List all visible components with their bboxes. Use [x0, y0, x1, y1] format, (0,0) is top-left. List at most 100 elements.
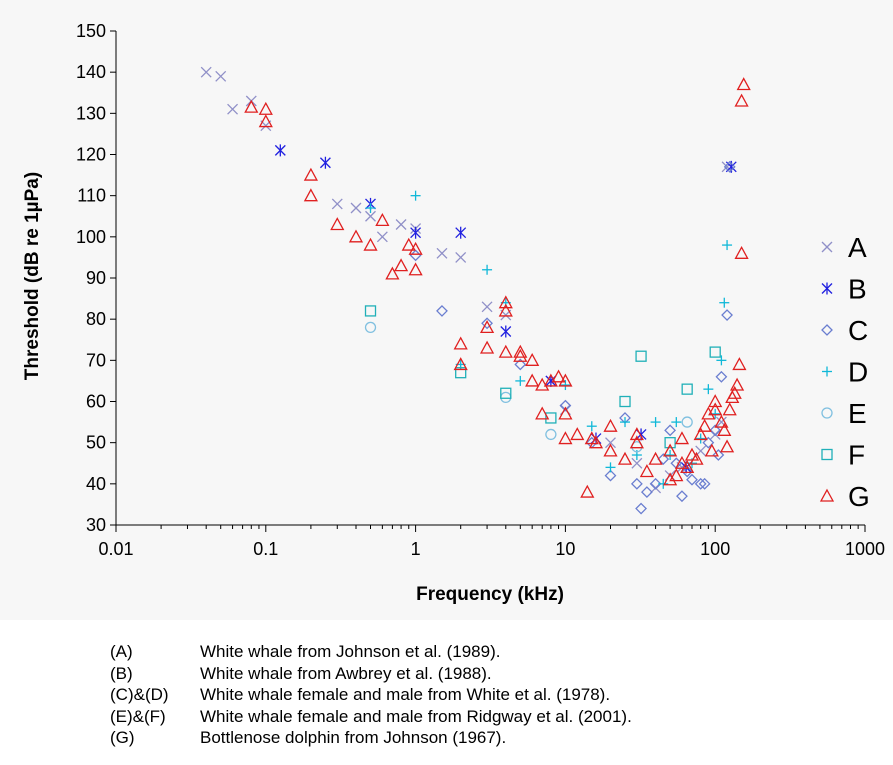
data-point [697, 418, 712, 432]
data-point [319, 156, 331, 169]
data-point [436, 247, 448, 259]
data-point [395, 219, 407, 230]
caption-row-g: (G) Bottlenose dolphin from Johnson (1967… [110, 727, 632, 749]
caption-text: White whale female and male from Ridgway… [200, 706, 632, 726]
data-point [657, 453, 670, 466]
y-tick-label: 120 [76, 145, 106, 165]
data-point [363, 237, 378, 251]
caption-text: Bottlenose dolphin from Johnson (1967). [200, 728, 507, 747]
caption-text: White whale female and male from White e… [200, 685, 611, 704]
data-point [729, 377, 745, 391]
data-point [570, 427, 585, 441]
data-point [640, 486, 653, 498]
data-point [498, 295, 513, 309]
caption-row-a: (A) White whale from Johnson et al. (1989… [110, 641, 632, 663]
data-point [525, 373, 540, 387]
data-point [732, 357, 747, 371]
caption-label: (E)&(F) [110, 706, 166, 726]
data-point [258, 101, 273, 115]
data-point [703, 384, 714, 395]
y-tick-label: 30 [86, 515, 106, 535]
data-point [330, 217, 345, 231]
data-point [648, 451, 663, 465]
data-point [701, 406, 716, 420]
x-tick-label: 1 [411, 539, 421, 559]
data-point [551, 369, 566, 383]
data-point [498, 303, 513, 317]
data-point [681, 383, 693, 395]
data-point [603, 443, 618, 457]
legend-label: G [848, 481, 870, 512]
data-point [635, 350, 647, 362]
data-point [664, 437, 676, 449]
data-point [702, 436, 715, 449]
caption-row-b: (B) White whale from Awbrey et al. (1988)… [110, 663, 632, 685]
data-point [719, 297, 730, 308]
data-point [525, 352, 540, 366]
data-point [694, 477, 707, 490]
data-point [639, 464, 654, 478]
data-point [630, 477, 643, 490]
y-axis-title: Threshold (dB re 1µPa) [22, 172, 43, 380]
data-point [727, 385, 742, 399]
legend-label: E [848, 398, 867, 429]
caption: (A) White whale from Johnson et al. (1989… [110, 641, 632, 749]
y-tick-label: 70 [86, 350, 106, 370]
data-point [663, 443, 678, 457]
data-point [734, 93, 749, 107]
y-tick-label: 40 [86, 474, 106, 494]
data-point [663, 472, 678, 486]
data-point [401, 237, 416, 251]
data-point [674, 431, 690, 445]
data-point [722, 402, 737, 416]
caption-label: (C)&(D) [110, 685, 169, 704]
x-axis-title: Frequency (kHz) [416, 584, 564, 605]
data-point [500, 391, 512, 404]
data-point [680, 460, 695, 474]
data-point [455, 226, 467, 239]
data-point [408, 241, 423, 255]
data-point [375, 213, 390, 227]
data-point [500, 387, 512, 399]
data-point [481, 301, 493, 313]
y-tick-label: 80 [86, 309, 106, 329]
data-point [620, 417, 631, 428]
x-tick-label: 1000 [845, 539, 885, 559]
caption-label: (A) [110, 642, 133, 661]
data-point [712, 449, 725, 461]
y-tick-label: 100 [76, 227, 106, 247]
data-point [619, 395, 631, 408]
data-point [274, 144, 286, 157]
data-point [365, 210, 376, 222]
data-point [200, 66, 212, 78]
data-point [629, 427, 644, 441]
data-point [513, 348, 528, 362]
data-point [681, 465, 694, 478]
data-point [365, 203, 376, 214]
y-tick-label: 90 [86, 268, 106, 288]
data-point [695, 433, 706, 444]
data-point [560, 380, 571, 391]
data-point [244, 99, 259, 113]
data-point [736, 77, 751, 91]
data-point [635, 502, 647, 515]
data-point [676, 490, 688, 503]
data-point [605, 437, 616, 449]
x-tick-label: 0.01 [98, 539, 133, 559]
data-point [821, 241, 833, 253]
data-point [364, 321, 377, 334]
data-point [650, 417, 661, 428]
data-point [734, 245, 749, 259]
y-tick-label: 50 [86, 433, 106, 453]
data-point [393, 258, 409, 272]
data-point [698, 477, 711, 490]
data-point [709, 346, 721, 358]
legend-label: D [848, 357, 868, 388]
data-point [479, 320, 495, 334]
data-point [455, 251, 467, 263]
data-point [719, 439, 735, 453]
data-point [500, 325, 512, 338]
y-tick-label: 130 [76, 103, 106, 123]
caption-row-ef: (E)&(F) White whale female and male from … [110, 706, 632, 728]
caption-text: White whale from Johnson et al. (1989). [200, 642, 501, 661]
